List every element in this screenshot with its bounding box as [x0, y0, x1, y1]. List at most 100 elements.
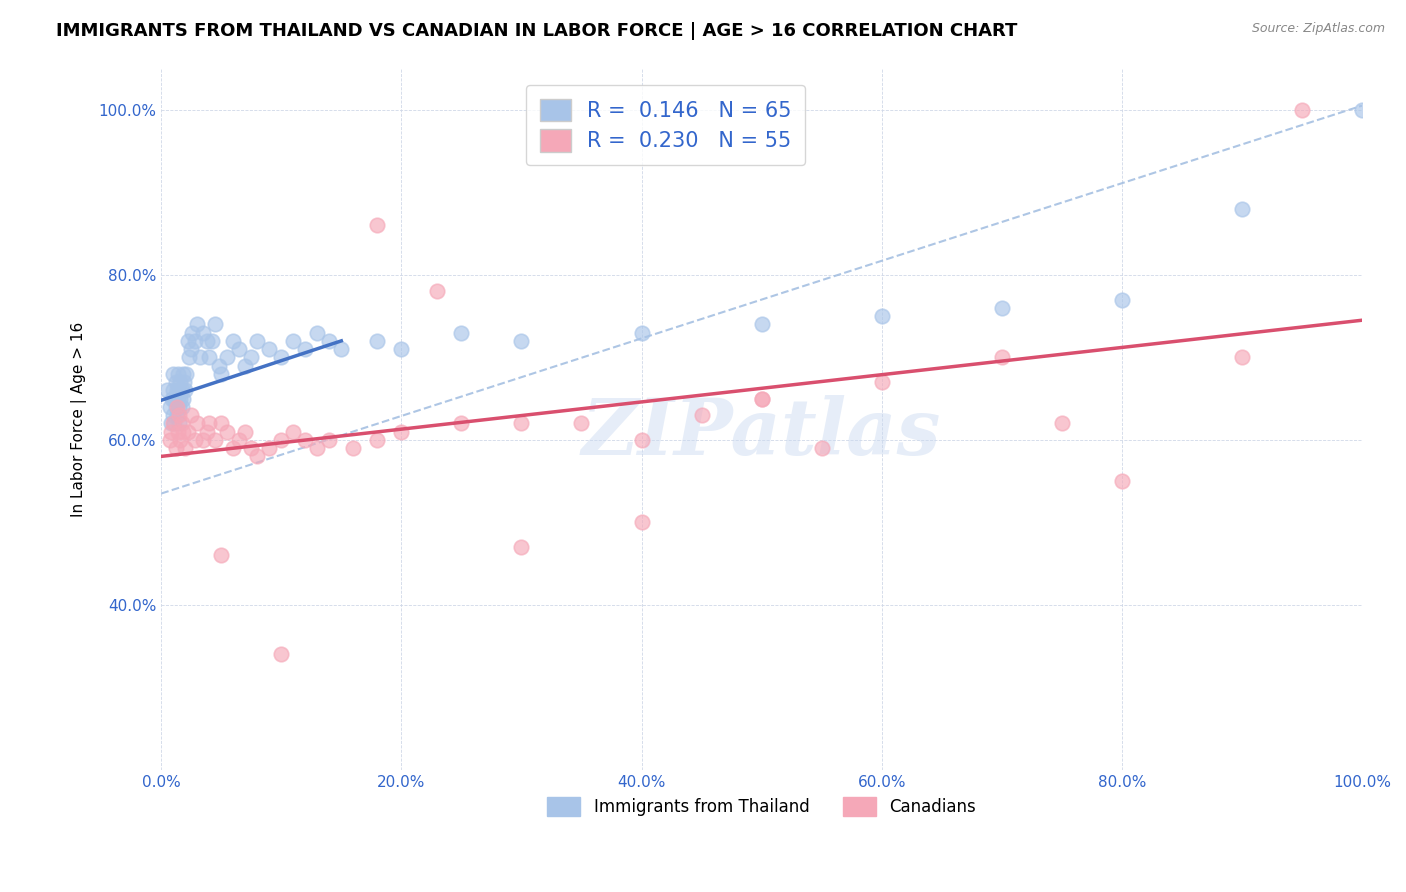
Point: [233, 425, 256, 439]
Point: [751, 392, 773, 406]
Point: [990, 301, 1012, 315]
Point: [204, 318, 226, 332]
Point: [188, 351, 211, 365]
Point: [177, 351, 200, 365]
Point: [166, 408, 188, 422]
Point: [450, 417, 472, 431]
Point: [169, 433, 191, 447]
Point: [222, 334, 245, 348]
Point: [342, 441, 364, 455]
Point: [180, 342, 202, 356]
Point: [510, 417, 533, 431]
Point: [571, 417, 593, 431]
Point: [510, 540, 533, 554]
Point: [1351, 103, 1374, 117]
Point: [166, 384, 188, 398]
Point: [204, 433, 226, 447]
Text: Source: ZipAtlas.com: Source: ZipAtlas.com: [1251, 22, 1385, 36]
Point: [159, 433, 181, 447]
Point: [165, 400, 187, 414]
Point: [184, 433, 207, 447]
Point: [165, 375, 187, 389]
Point: [167, 417, 190, 431]
Point: [240, 351, 263, 365]
Point: [209, 367, 232, 381]
Point: [294, 342, 316, 356]
Point: [170, 417, 193, 431]
Point: [240, 441, 263, 455]
Point: [198, 417, 221, 431]
Point: [318, 334, 340, 348]
Text: ZIPatlas: ZIPatlas: [582, 395, 941, 472]
Point: [176, 367, 198, 381]
Point: [228, 342, 250, 356]
Point: [690, 408, 713, 422]
Point: [270, 351, 292, 365]
Point: [366, 219, 388, 233]
Point: [162, 367, 184, 381]
Legend: Immigrants from Thailand, Canadians: Immigrants from Thailand, Canadians: [538, 789, 984, 825]
Point: [173, 375, 195, 389]
Point: [246, 450, 269, 464]
Point: [283, 425, 305, 439]
Point: [167, 392, 190, 406]
Point: [172, 425, 194, 439]
Point: [195, 334, 218, 348]
Point: [166, 400, 188, 414]
Point: [1050, 417, 1073, 431]
Point: [217, 425, 239, 439]
Point: [366, 334, 388, 348]
Point: [318, 433, 340, 447]
Point: [283, 334, 305, 348]
Text: IMMIGRANTS FROM THAILAND VS CANADIAN IN LABOR FORCE | AGE > 16 CORRELATION CHART: IMMIGRANTS FROM THAILAND VS CANADIAN IN …: [56, 22, 1018, 40]
Point: [181, 326, 204, 340]
Point: [294, 433, 316, 447]
Point: [186, 417, 208, 431]
Point: [195, 425, 218, 439]
Point: [156, 384, 179, 398]
Point: [870, 375, 893, 389]
Point: [167, 425, 190, 439]
Point: [810, 441, 832, 455]
Point: [246, 334, 269, 348]
Point: [450, 326, 472, 340]
Point: [193, 326, 215, 340]
Point: [160, 392, 183, 406]
Point: [1230, 202, 1253, 216]
Point: [630, 516, 652, 530]
Point: [176, 425, 198, 439]
Point: [630, 326, 652, 340]
Point: [233, 359, 256, 373]
Point: [167, 367, 190, 381]
Point: [426, 285, 449, 299]
Point: [1230, 351, 1253, 365]
Point: [270, 648, 292, 662]
Point: [167, 400, 190, 414]
Point: [870, 309, 893, 323]
Point: [163, 392, 186, 406]
Point: [1291, 103, 1313, 117]
Point: [510, 334, 533, 348]
Point: [990, 351, 1012, 365]
Point: [751, 392, 773, 406]
Point: [222, 441, 245, 455]
Point: [170, 400, 193, 414]
Point: [174, 441, 197, 455]
Point: [209, 549, 232, 563]
Point: [167, 408, 190, 422]
Point: [389, 342, 412, 356]
Point: [180, 408, 202, 422]
Point: [198, 351, 221, 365]
Point: [167, 384, 190, 398]
Point: [184, 334, 207, 348]
Point: [176, 334, 198, 348]
Point: [259, 342, 281, 356]
Point: [389, 425, 412, 439]
Point: [170, 384, 193, 398]
Point: [159, 425, 181, 439]
Point: [172, 392, 194, 406]
Point: [228, 433, 250, 447]
Point: [270, 433, 292, 447]
Point: [366, 433, 388, 447]
Point: [159, 417, 181, 431]
